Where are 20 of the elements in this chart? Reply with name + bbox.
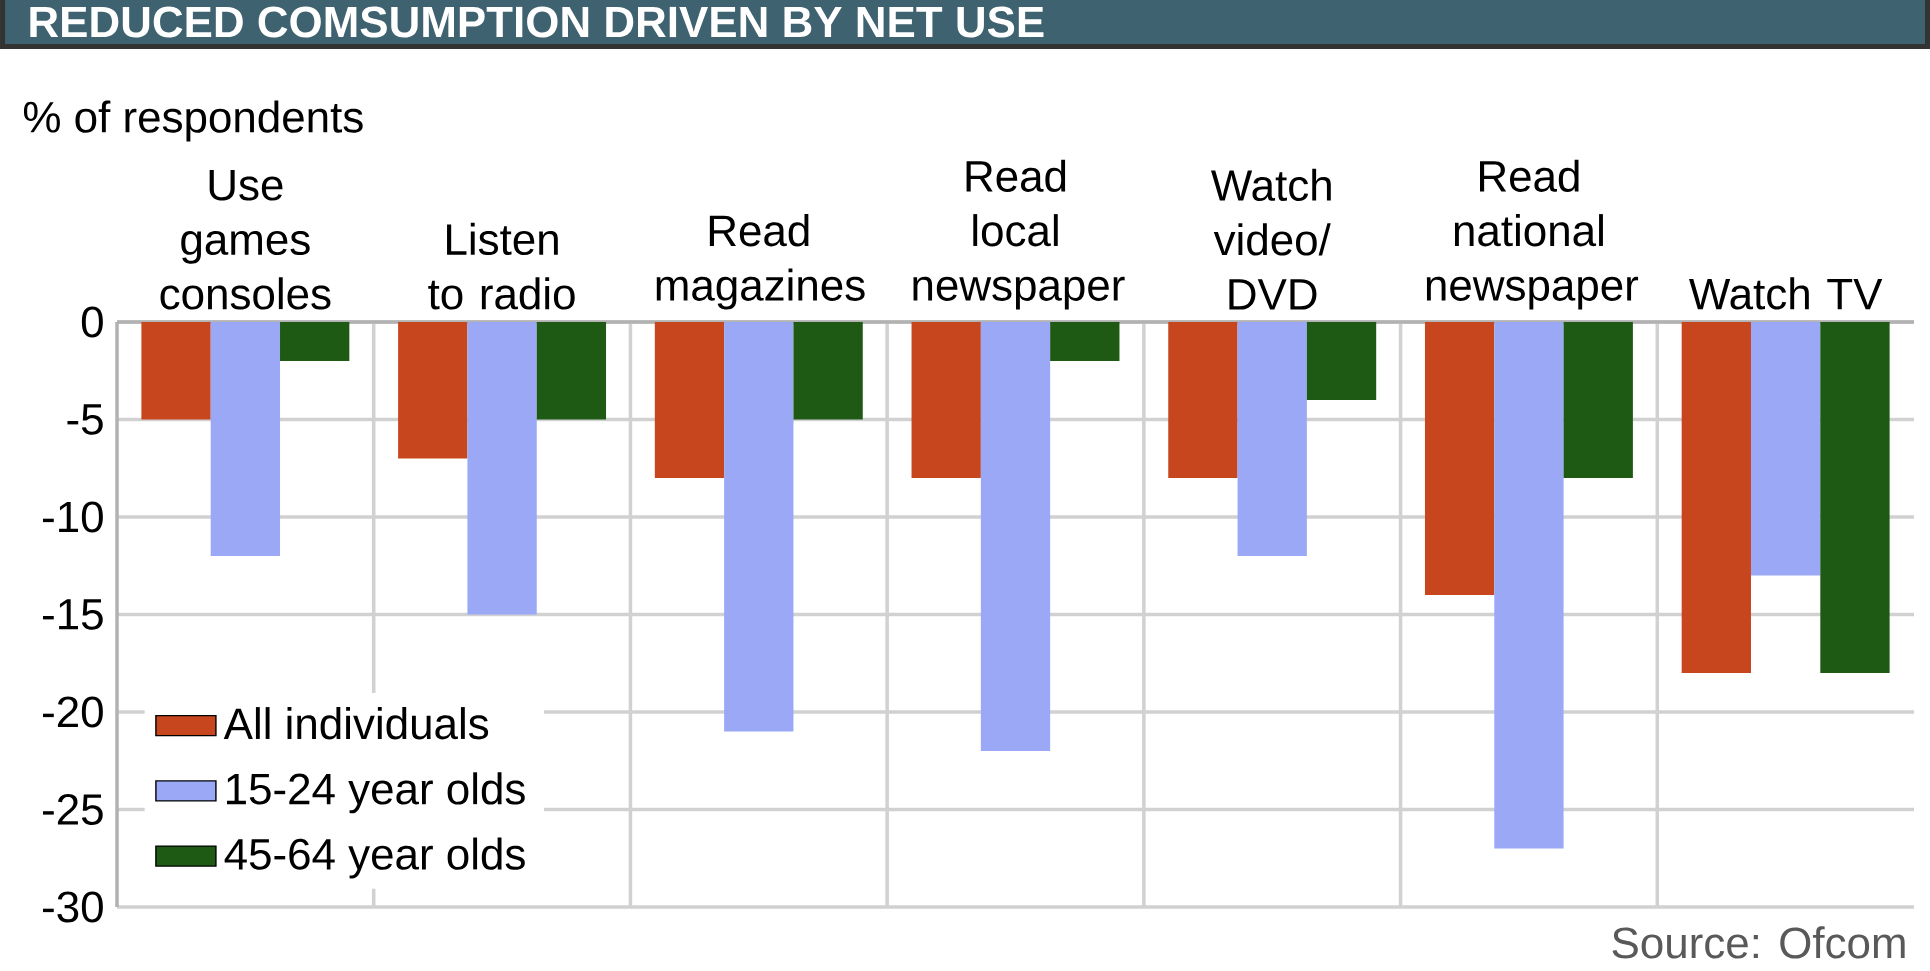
x-tick-label: Listen to radio — [428, 222, 575, 310]
y-axis-title: % of respondents — [23, 100, 363, 142]
y-tick-label: -25 — [43, 793, 103, 826]
y-tick-label: -20 — [43, 696, 103, 728]
chart-title: REDUCED COMSUMPTION DRIVEN BY NET USE — [30, 6, 1044, 38]
source-note: Source: Ofcom — [1612, 926, 1905, 959]
x-tick-label: Watch video/ DVD — [1211, 168, 1331, 310]
x-tick-label: Read magazines — [656, 214, 865, 310]
y-tick-label: -10 — [43, 501, 103, 533]
legend-label: 15-24 year olds — [227, 772, 525, 814]
y-tick-label: -30 — [43, 891, 103, 923]
x-tick-label: Read national newspaper — [1426, 159, 1639, 310]
legend-label: 45-64 year olds — [224, 837, 525, 879]
y-tick-label: -5 — [67, 404, 103, 435]
x-tick-label: Watch TV — [1689, 277, 1883, 310]
y-tick-label: -15 — [43, 599, 103, 630]
y-tick-label: 0 — [81, 306, 103, 338]
x-tick-label: Use games consoles — [160, 169, 331, 310]
legend-label: All individuals — [223, 707, 489, 740]
x-tick-label: Read local newspaper — [913, 159, 1125, 310]
